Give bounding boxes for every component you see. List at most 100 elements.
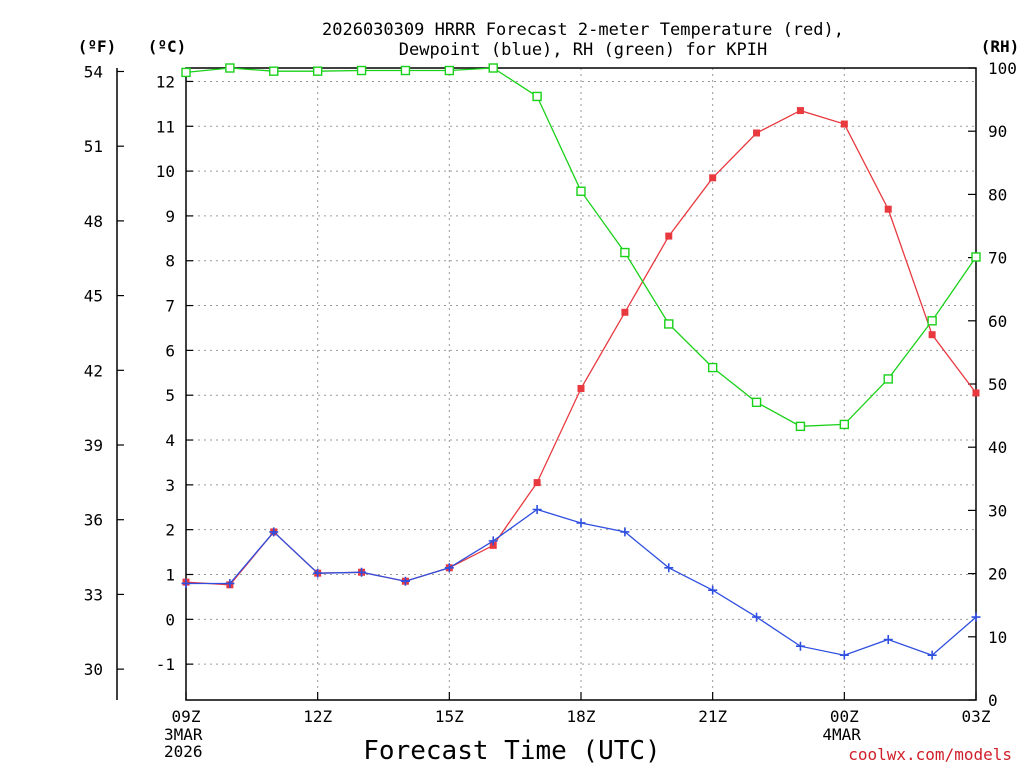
dewpoint-point (883, 634, 893, 644)
x-axis-label: Forecast Time (UTC) (363, 736, 660, 766)
rh-point (400, 65, 411, 76)
temperature-point (884, 205, 892, 213)
x-tick-label: 09Z (172, 707, 201, 726)
series (181, 63, 981, 660)
rh-point (488, 63, 498, 73)
dewpoint-point (488, 536, 498, 546)
rh-tick-label: 50 (988, 375, 1007, 394)
rh-point (181, 67, 191, 78)
x-tick-label: 15Z (435, 707, 464, 726)
rh-tick-label: 40 (988, 438, 1007, 457)
celsius-tick-label: 8 (165, 252, 175, 271)
rh-line (185, 67, 977, 427)
dewpoint-point (225, 578, 235, 588)
credit-text: coolwx.com/models (848, 745, 1012, 764)
x-tick-label: 03Z (962, 707, 991, 726)
celsius-tick-label: 2 (165, 521, 175, 540)
dewpoint-point (532, 505, 542, 515)
temperature-point (709, 174, 717, 182)
rh-point (532, 91, 542, 102)
celsius-tick-label: 11 (156, 117, 175, 136)
rh-point (707, 362, 718, 373)
x-tick-label: 21Z (698, 707, 727, 726)
temperature-point (533, 479, 541, 487)
axes (116, 67, 977, 701)
celsius-tick-label: 3 (165, 476, 175, 495)
fahrenheit-tick-label: 30 (84, 660, 103, 679)
dewpoint-point (664, 563, 674, 573)
rh-tick-label: 90 (988, 122, 1007, 141)
x-tick-sublabel: 4MAR (822, 725, 861, 744)
celsius-tick-label: 7 (165, 297, 175, 316)
fahrenheit-tick-label: 54 (84, 62, 103, 81)
temperature-point (577, 384, 585, 392)
celsius-tick-label: 5 (165, 386, 175, 405)
rh-tick-label: 10 (988, 628, 1007, 647)
rh-point (927, 316, 937, 326)
x-tick-label: 12Z (303, 707, 332, 726)
celsius-tick-label: 10 (156, 162, 175, 181)
dewpoint-point (620, 527, 630, 537)
temperature-point (621, 308, 629, 316)
rh-point (356, 65, 367, 76)
rh-tick-label: 80 (988, 185, 1007, 204)
dewpoint-point (971, 612, 981, 622)
chart-title-line-2: Dewpoint (blue), RH (green) for KPIH (399, 40, 767, 60)
dewpoint-point (839, 650, 849, 660)
rh-tick-label: 100 (988, 59, 1017, 78)
dewpoint-point (927, 650, 937, 660)
x-tick-sublabel: 2026 (164, 742, 203, 761)
gridlines (186, 68, 976, 700)
dewpoint-point (752, 612, 762, 622)
temperature-point (665, 232, 673, 240)
rh-tick-label: 60 (988, 312, 1007, 331)
rh-unit-label: (RH) (981, 37, 1020, 56)
x-tick-label: 00Z (830, 707, 859, 726)
temperature-point (928, 331, 936, 339)
fahrenheit-unit-label: (ºF) (78, 37, 117, 56)
celsius-tick-label: 9 (165, 207, 175, 226)
temperature-point (972, 389, 980, 397)
temperature-point (753, 129, 761, 137)
fahrenheit-tick-label: 33 (84, 585, 103, 604)
rh-point (971, 252, 981, 262)
rh-tick-label: 20 (988, 565, 1007, 584)
x-tick-sublabel: 3MAR (164, 725, 203, 744)
chart-title-line-1: 2026030309 HRRR Forecast 2-meter Tempera… (322, 20, 844, 40)
rh-point (269, 66, 279, 76)
fahrenheit-tick-label: 51 (84, 137, 103, 156)
plot-frame (185, 67, 977, 701)
celsius-unit-label: (ºC) (148, 37, 187, 56)
dewpoint-point (444, 563, 454, 573)
dewpoint-point (400, 576, 410, 586)
rh-point (795, 421, 806, 432)
fahrenheit-tick-label: 39 (84, 436, 103, 455)
fahrenheit-tick-label: 48 (84, 212, 103, 231)
dewpoint-point (181, 578, 191, 588)
celsius-tick-label: 12 (156, 72, 175, 91)
rh-point (225, 63, 235, 73)
fahrenheit-tick-label: 42 (84, 361, 103, 380)
celsius-tick-label: 0 (165, 610, 175, 629)
celsius-tick-label: -1 (156, 655, 175, 674)
x-tick-label: 18Z (567, 707, 596, 726)
dewpoint-point (357, 567, 367, 577)
dewpoint-point (269, 527, 279, 537)
rh-tick-label: 30 (988, 501, 1007, 520)
rh-point (664, 319, 674, 329)
temperature-point (796, 107, 804, 115)
dewpoint-point (313, 568, 323, 578)
fahrenheit-tick-label: 36 (84, 511, 103, 530)
celsius-tick-label: 4 (165, 431, 175, 450)
dewpoint-point (795, 641, 805, 651)
rh-point (839, 419, 850, 430)
rh-point (620, 247, 630, 258)
rh-tick-label: 70 (988, 249, 1007, 268)
rh-tick-label: 0 (988, 691, 998, 710)
celsius-tick-label: 6 (165, 341, 175, 360)
temperature-point (840, 120, 848, 128)
rh-point (312, 66, 323, 76)
rh-point (576, 186, 586, 196)
